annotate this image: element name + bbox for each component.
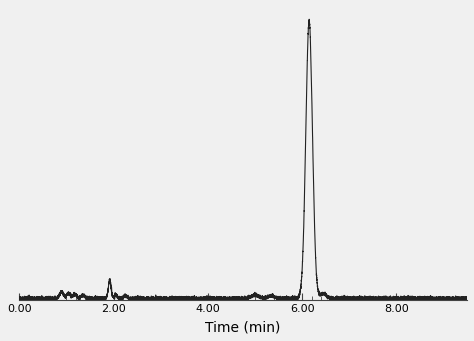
X-axis label: Time (min): Time (min) — [205, 320, 281, 334]
